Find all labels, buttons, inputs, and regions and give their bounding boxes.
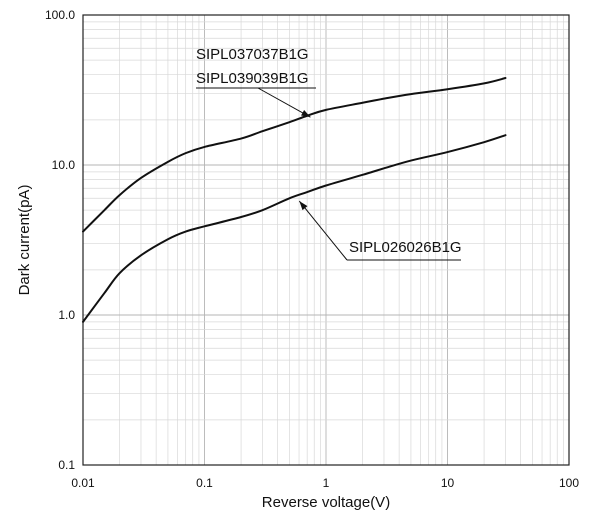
- annotation-arrowhead: [299, 201, 308, 211]
- annotation-arrowhead: [301, 109, 311, 118]
- y-tick-label: 1.0: [58, 308, 75, 322]
- y-tick-labels: 0.1 1.0 10.0 100.0: [45, 8, 75, 472]
- x-tick-label: 10: [441, 476, 455, 490]
- y-tick-label: 100.0: [45, 8, 75, 22]
- annotation-label: SIPL026026B1G: [349, 239, 462, 256]
- annotation-leader: [298, 200, 348, 261]
- series-layer: [82, 77, 507, 323]
- x-tick-label: 100: [559, 476, 579, 490]
- y-tick-label: 10.0: [52, 158, 76, 172]
- annotation-label: SIPL039039B1G: [196, 70, 309, 87]
- x-tick-labels: 0.01 0.1 1 10 100: [71, 476, 579, 490]
- x-tick-label: 0.01: [71, 476, 95, 490]
- plot-frame: [82, 14, 570, 466]
- annotation-leader: [257, 87, 311, 118]
- x-tick-label: 0.1: [196, 476, 213, 490]
- y-axis-label: Dark current(pA): [16, 185, 33, 296]
- x-axis-label: Reverse voltage(V): [262, 494, 390, 511]
- annotation-label: SIPL037037B1G: [196, 46, 309, 63]
- x-tick-label: 1: [323, 476, 330, 490]
- y-tick-label: 0.1: [58, 458, 75, 472]
- series-line-1: [82, 77, 507, 233]
- annotations: SIPL037037B1G SIPL039039B1G SIPL026026B1G: [196, 46, 462, 261]
- series-line-2: [82, 134, 507, 323]
- grid: [82, 15, 569, 466]
